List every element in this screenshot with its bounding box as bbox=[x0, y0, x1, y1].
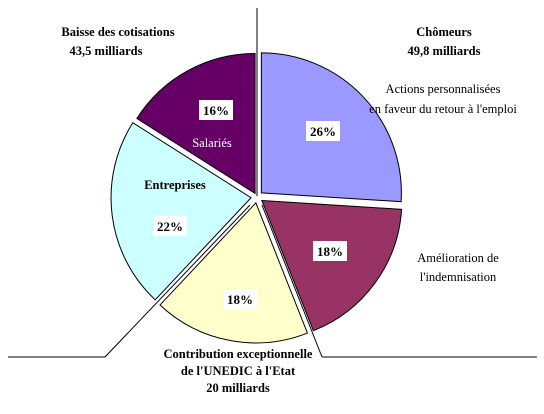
pct-label-2: 18% bbox=[317, 244, 343, 259]
pct-label-5: 16% bbox=[203, 103, 229, 118]
divider-left-diagonal bbox=[104, 204, 251, 358]
pie-slice-2 bbox=[261, 199, 403, 332]
entreprises-label: Entreprises bbox=[144, 178, 206, 192]
actions-label-line2: en faveur du retour à l'emploi bbox=[369, 102, 517, 116]
pct-box-4 bbox=[153, 216, 187, 236]
contribution-label-line2: de l'UNEDIC à l'Etat bbox=[181, 364, 296, 378]
chomeurs-total: 49,8 milliards bbox=[408, 44, 481, 58]
pie-slice-4 bbox=[110, 122, 252, 301]
chomeurs-title: Chômeurs bbox=[416, 25, 472, 39]
baisse-title: Baisse des cotisations bbox=[61, 25, 174, 39]
pie-slice-5 bbox=[136, 52, 256, 195]
contribution-label-line1: Contribution exceptionnelle bbox=[164, 347, 313, 361]
baisse-total: 43,5 milliards bbox=[70, 44, 143, 58]
amelioration-label-line1: Amélioration de bbox=[417, 251, 499, 265]
contribution-total: 20 milliards bbox=[206, 381, 270, 395]
actions-label-line1: Actions personnalisées bbox=[386, 82, 501, 96]
pct-label-1: 26% bbox=[310, 124, 336, 139]
pct-label-3: 18% bbox=[227, 292, 253, 307]
pct-box-3 bbox=[223, 289, 257, 309]
amelioration-label-line2: l'indemnisation bbox=[420, 270, 497, 284]
pct-label-4: 22% bbox=[157, 219, 183, 234]
pie-slice-3 bbox=[159, 201, 309, 344]
pct-box-1 bbox=[306, 121, 340, 141]
pct-box-2 bbox=[313, 241, 347, 261]
salaries-label: Salariés bbox=[192, 136, 232, 150]
divider-right-diagonal bbox=[261, 204, 323, 358]
pct-box-5 bbox=[199, 100, 233, 120]
percentage-labels: 26% 18% 18% 22% 16% bbox=[153, 100, 347, 309]
